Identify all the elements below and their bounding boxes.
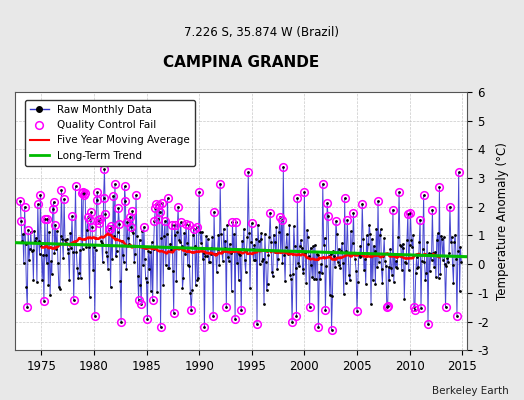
Legend: Raw Monthly Data, Quality Control Fail, Five Year Moving Average, Long-Term Tren: Raw Monthly Data, Quality Control Fail, … <box>25 100 195 166</box>
Text: Berkeley Earth: Berkeley Earth <box>432 386 508 396</box>
Title: CAMPINA GRANDE: CAMPINA GRANDE <box>163 55 319 70</box>
Text: 7.226 S, 35.874 W (Brazil): 7.226 S, 35.874 W (Brazil) <box>184 26 340 39</box>
Y-axis label: Temperature Anomaly (°C): Temperature Anomaly (°C) <box>496 142 509 300</box>
